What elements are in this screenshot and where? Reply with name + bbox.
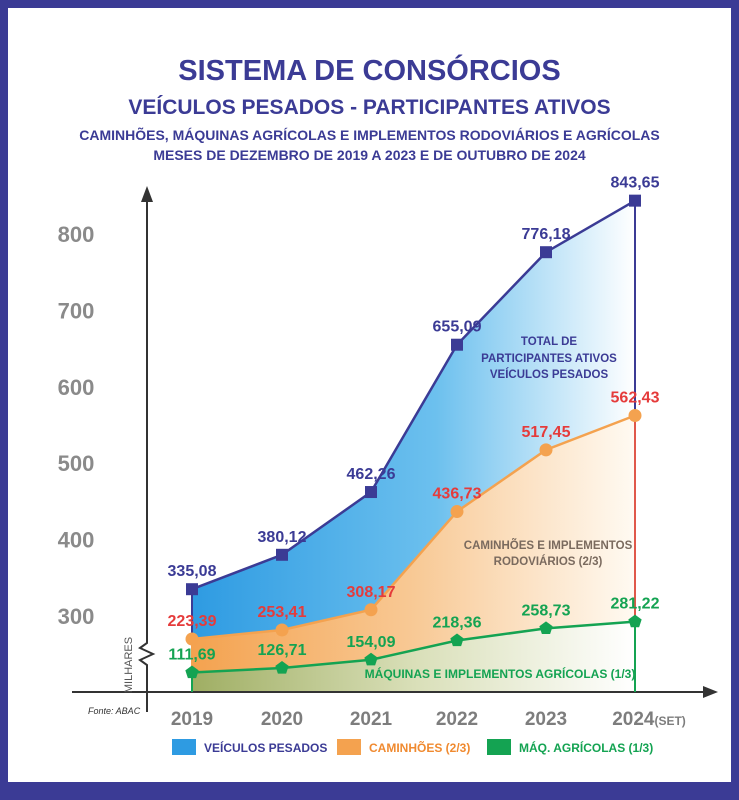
data-point (450, 505, 464, 519)
data-label: 436,73 (433, 486, 482, 503)
data-point (451, 338, 463, 351)
series-annotation: CAMINHÕES E IMPLEMENTOS (464, 539, 633, 552)
x-tick-label: 2019 (171, 709, 213, 730)
data-point (275, 623, 289, 637)
x-tick-suffix: (SET) (654, 714, 685, 728)
legend-label: VEÍCULOS PESADOS (204, 740, 327, 755)
data-label: 223,39 (168, 613, 217, 630)
data-label: 126,71 (258, 642, 307, 659)
series-annotation: PARTICIPANTES ATIVOS (481, 353, 617, 365)
y-tick-label: 400 (58, 528, 95, 553)
data-point (186, 583, 198, 596)
data-label: 253,41 (258, 604, 307, 621)
series-area (192, 415, 635, 692)
data-label: 281,22 (611, 596, 660, 613)
chart-subtitle-3: MESES DE DEZEMBRO DE 2019 A 2023 E DE OU… (153, 147, 586, 163)
data-point (628, 409, 642, 423)
y-tick-label: 700 (58, 298, 95, 323)
x-tick-label: 2021 (350, 709, 393, 730)
x-tick-label: 2022 (436, 709, 478, 730)
series-annotation: VEÍCULOS PESADOS (490, 368, 609, 381)
data-point (539, 621, 553, 635)
data-label: 111,69 (168, 646, 215, 663)
series-line (191, 620, 636, 674)
y-tick-label: 500 (58, 451, 95, 476)
x-tick-label: 2023 (525, 709, 567, 730)
y-axis (138, 200, 156, 712)
x-tick-label: 2024(SET) (612, 709, 686, 730)
legend-swatch (487, 739, 511, 755)
y-tick-label: 600 (58, 375, 95, 400)
data-label: 562,43 (611, 390, 660, 407)
data-label: 380,12 (258, 529, 307, 546)
y-axis-label: MILHARES (123, 637, 135, 693)
data-label: 218,36 (433, 614, 482, 631)
legend-swatch (172, 739, 196, 755)
data-point (364, 603, 378, 617)
y-tick-label: 300 (58, 604, 95, 629)
source-note: Fonte: ABAC (88, 706, 141, 716)
data-point (540, 246, 552, 259)
data-point (450, 633, 464, 647)
data-label: 843,65 (611, 175, 660, 192)
data-point (628, 614, 642, 628)
data-point (185, 632, 199, 646)
data-label: 335,08 (168, 563, 217, 580)
data-label: 308,17 (347, 584, 396, 601)
data-point (629, 194, 641, 207)
data-point (539, 443, 553, 457)
x-tick-label: 2020 (261, 709, 303, 730)
legend-swatch (337, 739, 361, 755)
data-point (365, 486, 377, 499)
data-point (364, 652, 378, 666)
series-area (192, 621, 635, 692)
series-annotation: TOTAL DE (521, 336, 578, 348)
legend-label: CAMINHÕES (2/3) (369, 740, 470, 755)
series-annotation: RODOVIÁRIOS (2/3) (494, 555, 603, 568)
data-label: 517,45 (522, 424, 571, 441)
x-axis-arrow (703, 686, 718, 698)
series-annotation: MÁQUINAS E IMPLEMENTOS AGRÍCOLAS (1/3) (365, 666, 636, 681)
data-label: 655,09 (433, 319, 482, 336)
data-label: 776,18 (522, 226, 571, 243)
chart-title: SISTEMA DE CONSÓRCIOS (178, 55, 561, 87)
legend-label: MÁQ. AGRÍCOLAS (1/3) (519, 740, 653, 755)
data-point (276, 548, 288, 561)
data-point (185, 665, 199, 679)
data-label: 154,09 (347, 634, 396, 651)
data-point (275, 660, 289, 674)
series-line (191, 199, 636, 591)
data-label: 462,26 (347, 466, 396, 483)
data-label: 258,73 (522, 602, 571, 619)
y-axis-arrow (141, 186, 153, 202)
chart-subtitle-2: CAMINHÕES, MÁQUINAS AGRÍCOLAS E IMPLEMEN… (79, 127, 660, 143)
y-tick-label: 800 (58, 222, 95, 247)
series-line (191, 414, 636, 641)
chart-subtitle: VEÍCULOS PESADOS - PARTICIPANTES ATIVOS (128, 96, 611, 119)
